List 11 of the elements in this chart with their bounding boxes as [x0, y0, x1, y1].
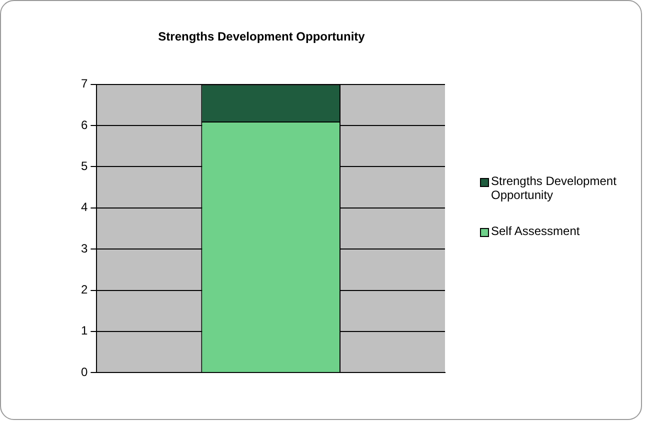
- y-tick-label: 2: [80, 282, 88, 297]
- y-tick-label: 5: [80, 159, 88, 174]
- y-tick-label: 1: [80, 324, 88, 338]
- chart-title: Strengths Development Opportunity: [158, 30, 366, 44]
- y-tick-label: 3: [80, 241, 88, 256]
- y-tick-label: 4: [80, 200, 88, 214]
- y-tick-label: 6: [80, 118, 88, 132]
- y-tick-label: 7: [80, 76, 88, 91]
- legend-label: Strengths Development Opportunity: [491, 174, 618, 202]
- y-tick-label: 0: [80, 364, 88, 379]
- legend-label: Self Assessment: [491, 224, 581, 238]
